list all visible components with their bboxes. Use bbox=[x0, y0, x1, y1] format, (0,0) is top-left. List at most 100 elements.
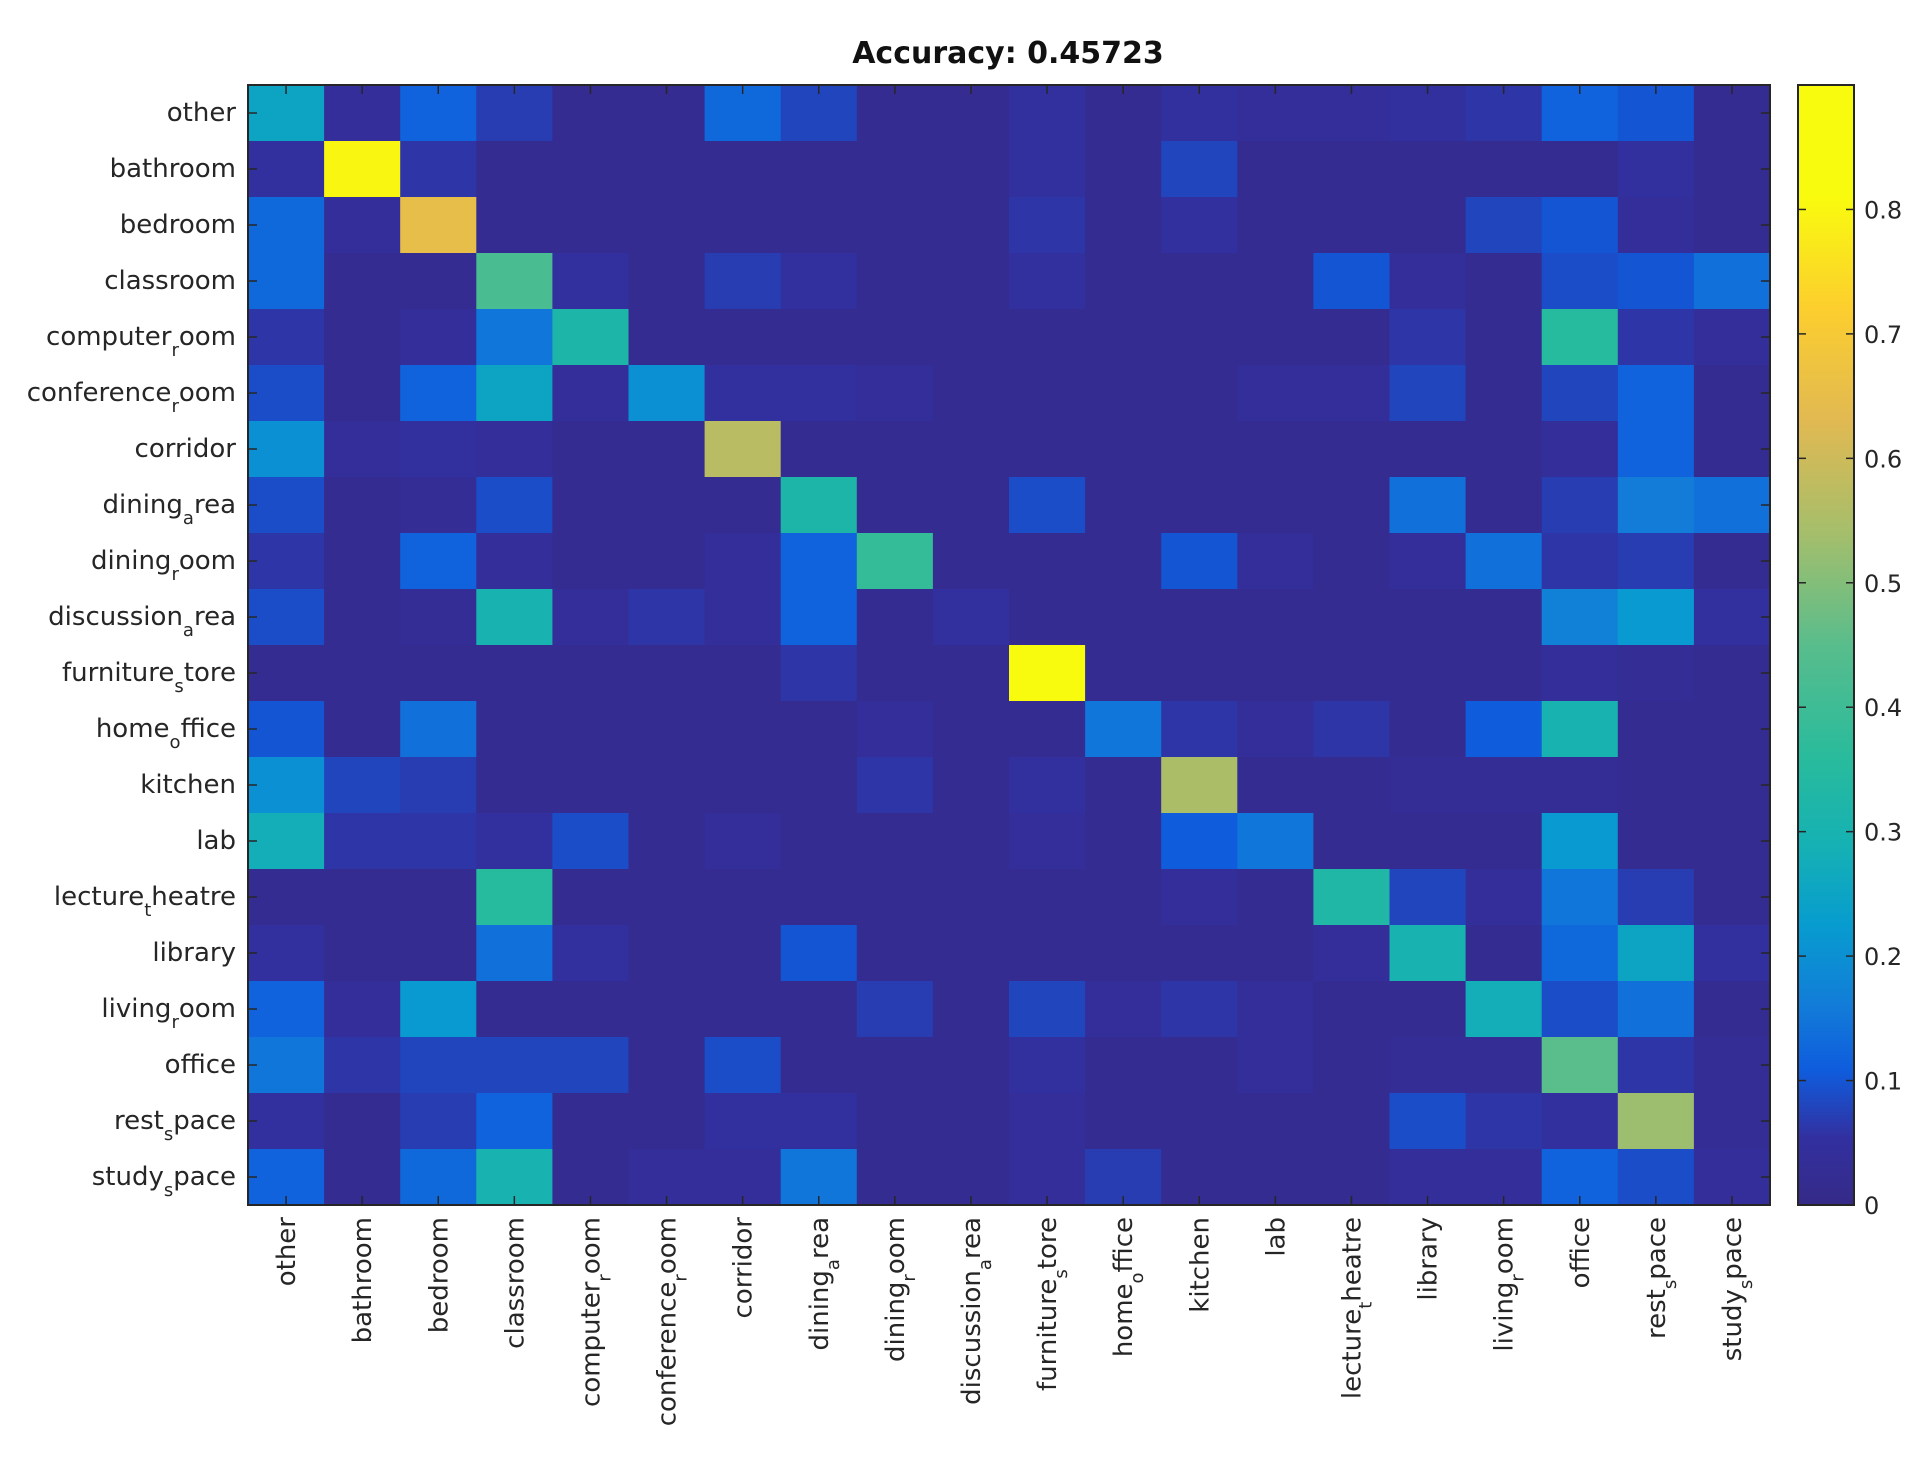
heatmap-cell-other-classroom bbox=[476, 85, 553, 142]
x-tick-label-furniture-store: furniturestore bbox=[1033, 1217, 1072, 1391]
heatmap-cell-kitchen-other bbox=[248, 757, 325, 814]
heatmap-cell-bedroom-study-space bbox=[1693, 197, 1771, 254]
heatmap-cell-lecture-theatre-lab bbox=[1237, 869, 1314, 926]
heatmap-cell-kitchen-computer-room bbox=[552, 757, 630, 814]
heatmap-cell-rest-space-bedroom bbox=[400, 1093, 477, 1150]
heatmap-cell-lab-study-space bbox=[1693, 813, 1771, 870]
heatmap-cell-office-office bbox=[1541, 1037, 1619, 1094]
heatmap-cell-conference-room-home-office bbox=[1085, 365, 1162, 422]
heatmap-cell-kitchen-classroom bbox=[476, 757, 553, 814]
heatmap-cell-corridor-computer-room bbox=[552, 421, 630, 478]
heatmap-cell-dining-area-corridor bbox=[704, 477, 782, 534]
heatmap-cell-discussion-area-lecture-theatre bbox=[1313, 589, 1391, 646]
heatmap-cell-dining-room-study-space bbox=[1693, 533, 1771, 590]
colorbar-tick-label: 0.4 bbox=[1864, 694, 1902, 722]
heatmap-cell-computer-room-dining-area bbox=[780, 309, 858, 366]
heatmap-cell-rest-space-library bbox=[1389, 1093, 1467, 1150]
heatmap-cell-furniture-store-conference-room bbox=[628, 645, 706, 702]
heatmap-cell-corridor-rest-space bbox=[1617, 421, 1695, 478]
heatmap-cell-bathroom-corridor bbox=[704, 141, 782, 198]
heatmap-cell-bathroom-lab bbox=[1237, 141, 1314, 198]
heatmap-cell-other-study-space bbox=[1693, 85, 1771, 142]
heatmap-cell-living-room-bedroom bbox=[400, 981, 477, 1038]
heatmap-cell-dining-room-dining-area bbox=[780, 533, 858, 590]
heatmap-cell-corridor-lecture-theatre bbox=[1313, 421, 1391, 478]
heatmap-cell-library-rest-space bbox=[1617, 925, 1695, 982]
heatmap-cell-furniture-store-corridor bbox=[704, 645, 782, 702]
heatmap-cell-home-office-office bbox=[1541, 701, 1619, 758]
heatmap-cell-kitchen-lab bbox=[1237, 757, 1314, 814]
heatmap-cell-other-lecture-theatre bbox=[1313, 85, 1391, 142]
heatmap-cell-kitchen-home-office bbox=[1085, 757, 1162, 814]
heatmap-cell-rest-space-other bbox=[248, 1093, 325, 1150]
heatmap-cell-classroom-discussion-area bbox=[932, 253, 1010, 310]
y-tick-label-dining-area: diningarea bbox=[103, 490, 237, 529]
heatmap-cell-dining-room-discussion-area bbox=[932, 533, 1010, 590]
heatmap-cell-home-office-computer-room bbox=[552, 701, 630, 758]
heatmap-cell-rest-space-living-room bbox=[1465, 1093, 1543, 1150]
heatmap-cell-library-dining-area bbox=[780, 925, 858, 982]
heatmap-cell-dining-room-living-room bbox=[1465, 533, 1543, 590]
heatmap-cell-rest-space-dining-room bbox=[856, 1093, 934, 1150]
heatmap-cell-bedroom-computer-room bbox=[552, 197, 630, 254]
heatmap-cell-corridor-office bbox=[1541, 421, 1619, 478]
heatmap-cell-corridor-furniture-store bbox=[1009, 421, 1086, 478]
heatmap-cell-discussion-area-computer-room bbox=[552, 589, 630, 646]
heatmap-cell-library-bathroom bbox=[324, 925, 401, 982]
heatmap-cell-lab-kitchen bbox=[1161, 813, 1238, 870]
heatmap-cell-lecture-theatre-bedroom bbox=[400, 869, 477, 926]
heatmap-cell-lecture-theatre-other bbox=[248, 869, 325, 926]
heatmap-cell-lecture-theatre-classroom bbox=[476, 869, 553, 926]
heatmap-cell-bathroom-office bbox=[1541, 141, 1619, 198]
heatmap-cell-computer-room-discussion-area bbox=[932, 309, 1010, 366]
heatmap-cell-kitchen-bedroom bbox=[400, 757, 477, 814]
heatmap-cell-furniture-store-furniture-store bbox=[1009, 645, 1086, 702]
heatmap-cell-rest-space-corridor bbox=[704, 1093, 782, 1150]
x-tick-label-home-office: homeoffice bbox=[1109, 1217, 1148, 1357]
heatmap-cell-classroom-study-space bbox=[1693, 253, 1771, 310]
heatmap-cell-library-other bbox=[248, 925, 325, 982]
heatmap-cell-lab-bedroom bbox=[400, 813, 477, 870]
heatmap-cell-rest-space-study-space bbox=[1693, 1093, 1771, 1150]
heatmap-cell-living-room-kitchen bbox=[1161, 981, 1238, 1038]
heatmap-cell-conference-room-office bbox=[1541, 365, 1619, 422]
heatmap-cell-kitchen-discussion-area bbox=[932, 757, 1010, 814]
heatmap-cell-office-computer-room bbox=[552, 1037, 630, 1094]
heatmap-cell-lab-office bbox=[1541, 813, 1619, 870]
heatmap-cell-conference-room-conference-room bbox=[628, 365, 706, 422]
colorbar-tick-label: 0.3 bbox=[1864, 819, 1902, 847]
y-tick-label-bathroom: bathroom bbox=[110, 154, 236, 184]
heatmap-cell-discussion-area-bathroom bbox=[324, 589, 401, 646]
heatmap-cell-dining-room-conference-room bbox=[628, 533, 706, 590]
heatmap-cell-kitchen-study-space bbox=[1693, 757, 1771, 814]
heatmap-cell-bathroom-furniture-store bbox=[1009, 141, 1086, 198]
heatmap-cell-living-room-other bbox=[248, 981, 325, 1038]
y-tick-label-lab: lab bbox=[196, 826, 236, 856]
heatmap-cell-conference-room-kitchen bbox=[1161, 365, 1238, 422]
heatmap-cell-bathroom-conference-room bbox=[628, 141, 706, 198]
heatmap-cell-lab-classroom bbox=[476, 813, 553, 870]
heatmap-cell-dining-area-bedroom bbox=[400, 477, 477, 534]
y-tick-label-office: office bbox=[165, 1050, 236, 1080]
heatmap-cell-kitchen-furniture-store bbox=[1009, 757, 1086, 814]
heatmap-cell-dining-room-home-office bbox=[1085, 533, 1162, 590]
heatmap-cell-dining-room-corridor bbox=[704, 533, 782, 590]
y-tick-label-conference-room: conferenceroom bbox=[27, 378, 236, 417]
heatmap-cell-bedroom-bathroom bbox=[324, 197, 401, 254]
heatmap-cell-bathroom-kitchen bbox=[1161, 141, 1238, 198]
heatmap-cell-dining-area-office bbox=[1541, 477, 1619, 534]
heatmap-cell-lab-dining-area bbox=[780, 813, 858, 870]
heatmap-cell-dining-area-other bbox=[248, 477, 325, 534]
x-tick-label-kitchen: kitchen bbox=[1185, 1217, 1215, 1313]
heatmap-cell-rest-space-furniture-store bbox=[1009, 1093, 1086, 1150]
heatmap-cell-corridor-bathroom bbox=[324, 421, 401, 478]
heatmap-cell-corridor-home-office bbox=[1085, 421, 1162, 478]
heatmap-cell-bedroom-bedroom bbox=[400, 197, 477, 254]
heatmap-cell-dining-area-study-space bbox=[1693, 477, 1771, 534]
heatmap-cell-library-kitchen bbox=[1161, 925, 1238, 982]
heatmap-cell-kitchen-conference-room bbox=[628, 757, 706, 814]
heatmap-cell-classroom-corridor bbox=[704, 253, 782, 310]
heatmap-cell-library-home-office bbox=[1085, 925, 1162, 982]
heatmap-cell-library-office bbox=[1541, 925, 1619, 982]
